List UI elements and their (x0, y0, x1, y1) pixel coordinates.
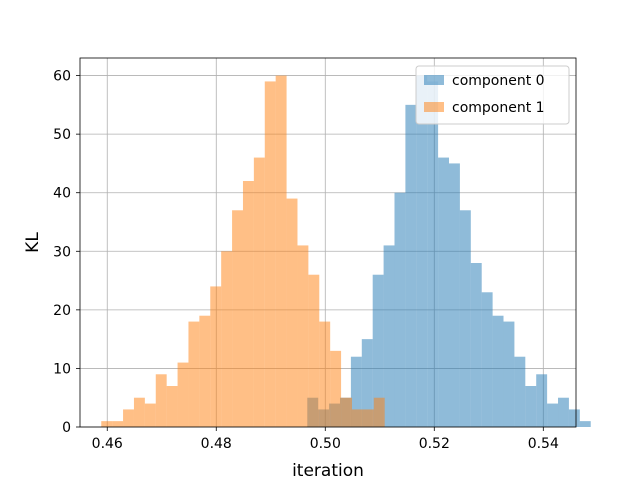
histogram-bar-series-0 (427, 81, 439, 427)
histogram-bar-series-1 (351, 409, 363, 427)
histogram-bar-series-1 (308, 274, 320, 427)
histogram-bar-series-0 (383, 245, 395, 427)
histogram-bar-series-1 (362, 409, 374, 427)
histogram-bar-series-1 (177, 362, 189, 427)
histogram-bar-series-1 (341, 397, 352, 427)
histogram-bars (101, 75, 591, 428)
y-tick-label: 40 (53, 186, 71, 202)
histogram-bar-series-0 (405, 104, 417, 427)
histogram-bar-series-0 (481, 292, 493, 427)
x-axis-ticks: 0.46 0.48 0.50 0.52 0.54 (92, 427, 559, 452)
histogram-bar-series-1 (199, 315, 211, 427)
histogram-bar-series-0 (459, 210, 471, 427)
histogram-bar-series-1 (210, 286, 222, 427)
y-tick-label: 50 (53, 127, 71, 143)
histogram-bar-series-0 (579, 421, 591, 427)
x-tick-label: 0.48 (201, 436, 232, 452)
x-axis-label: iteration (292, 461, 364, 480)
x-tick-label: 0.50 (310, 436, 341, 452)
histogram-bar-series-0 (416, 75, 428, 428)
histogram-bar-series-0 (547, 403, 559, 427)
y-tick-label: 10 (53, 361, 71, 377)
histogram-bar-series-1 (264, 81, 276, 427)
histogram-bar-series-0 (492, 315, 504, 427)
y-tick-label: 30 (53, 244, 71, 260)
axes-frame (79, 57, 577, 428)
histogram-bar-series-0 (568, 409, 580, 427)
histogram-bar-series-0 (372, 274, 384, 427)
histogram-bar-series-1 (373, 397, 385, 427)
y-tick-label: 60 (53, 69, 71, 85)
x-tick-label: 0.46 (92, 436, 123, 452)
legend-label: component 1 (452, 100, 545, 116)
histogram-bar-series-0 (438, 157, 450, 428)
y-tick-label: 20 (53, 303, 71, 319)
x-tick-label: 0.52 (419, 436, 450, 452)
histogram-bar-series-1 (242, 181, 254, 427)
histogram-bar-series-0 (558, 397, 569, 427)
histogram-bar-series-1 (101, 421, 113, 427)
histogram-bar-series-1 (330, 350, 342, 427)
legend-swatch (424, 75, 444, 85)
histogram-bar-series-0 (536, 374, 548, 427)
histogram-bar-series-1 (297, 245, 309, 427)
legend-label: component 0 (452, 73, 545, 89)
histogram-bar-series-0 (525, 386, 537, 427)
histogram-bar-series-1 (221, 251, 233, 427)
histogram-bar-series-1 (155, 374, 167, 427)
histogram-bar-series-0 (350, 356, 362, 427)
y-axis-label: KL (23, 232, 43, 253)
histogram-bar-series-0 (470, 263, 482, 427)
histogram-bar-series-1 (253, 157, 265, 428)
histogram-bar-series-1 (112, 421, 124, 427)
histogram-bar-series-0 (394, 192, 406, 427)
legend-swatch (424, 102, 444, 112)
histogram-bar-series-1 (123, 409, 134, 427)
histogram-bar-series-0 (514, 356, 526, 427)
histogram-bar-series-1 (275, 75, 287, 428)
histogram-bar-series-1 (166, 386, 178, 427)
legend: component 0 component 1 (415, 65, 570, 125)
histogram-bar-series-1 (319, 321, 331, 427)
histogram-bar-series-1 (144, 403, 156, 427)
legend-box (415, 65, 570, 125)
histogram-bar-series-0 (361, 339, 373, 427)
y-tick-label: 0 (62, 420, 71, 436)
histogram-bar-series-0 (449, 163, 460, 427)
histogram-bar-series-1 (188, 321, 200, 427)
histogram-bar-series-1 (232, 210, 243, 427)
histogram-bar-series-0 (503, 321, 515, 427)
plot-frame (79, 57, 577, 428)
y-axis-ticks: 0 10 20 30 40 50 60 (53, 69, 80, 436)
x-tick-label: 0.54 (528, 436, 559, 452)
histogram-bar-series-1 (286, 198, 298, 427)
histogram-bar-series-1 (133, 397, 145, 427)
